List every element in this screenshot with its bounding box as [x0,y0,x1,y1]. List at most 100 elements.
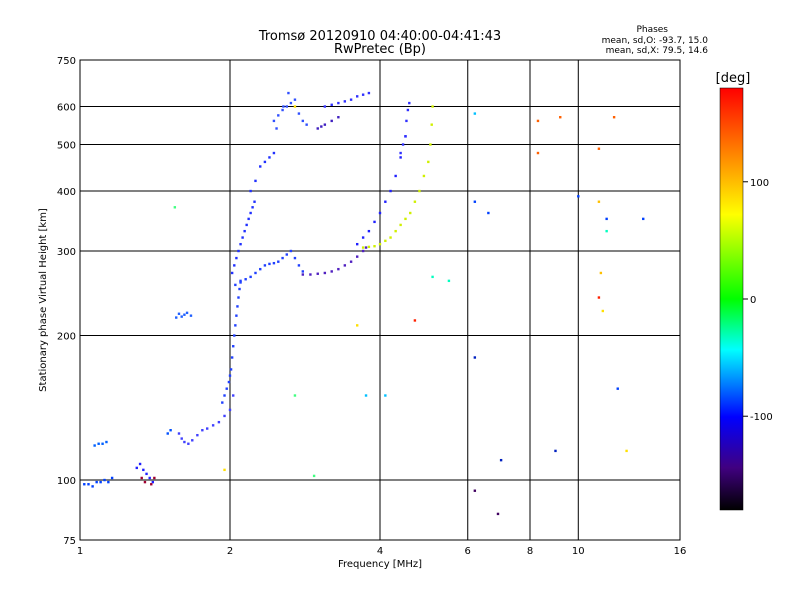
data-point [605,229,608,233]
data-point [577,195,580,198]
data-point [330,270,333,273]
data-point [378,211,382,215]
data-point [413,319,417,322]
data-point [275,127,278,130]
data-point [447,279,451,283]
data-point [367,245,371,249]
data-point [166,432,169,435]
stats-heading: Phases [636,25,668,35]
x-tick-label: 10 [572,546,585,557]
colorbar-ticks: 100 0 -100 [743,178,773,423]
data-point [244,278,247,281]
data-point [408,101,411,105]
data-point [301,119,305,123]
data-point [99,480,102,484]
data-point [245,223,248,227]
data-point [293,105,297,108]
data-point [272,261,276,265]
y-tick-label: 500 [57,141,76,152]
data-point [175,316,178,319]
data-point [330,103,333,106]
data-point [235,256,238,260]
data-point [364,246,368,249]
data-point [272,151,276,155]
data-point [229,368,233,371]
data-point [431,275,434,279]
data-point [394,229,397,233]
data-point [237,249,240,253]
data-point [473,489,477,492]
data-point [177,432,181,435]
data-point [349,260,353,263]
data-point [559,116,562,119]
data-point [110,476,114,480]
data-point [305,123,308,126]
data-point [249,275,252,279]
data-point [254,179,257,183]
data-point [287,91,290,95]
data-point [364,394,368,397]
data-point [268,156,271,159]
x-tick-label: 4 [377,546,383,557]
chart-subtitle: RwPretec (Bp) [334,42,426,57]
data-point [150,483,153,486]
data-point [384,239,387,243]
data-point [597,147,601,150]
data-point [180,437,183,440]
data-point [373,220,376,224]
data-point [263,264,267,267]
data-point [230,271,234,275]
data-point [259,165,262,168]
data-point [430,123,433,126]
data-point [93,444,96,447]
data-point [642,217,645,221]
data-point [217,420,221,424]
data-point [138,462,142,466]
data-point [153,476,156,480]
data-point [185,311,189,315]
data-point [487,211,490,215]
y-tick-label: 75 [63,536,76,547]
x-axis-label: Frequency [MHz] [338,559,422,570]
data-point [389,189,392,193]
data-point [289,249,293,253]
data-point [243,229,246,233]
colorbar-tick-label: 100 [750,178,769,189]
data-point [384,394,387,397]
data-point [367,91,371,95]
y-tick-label: 100 [57,476,76,487]
y-axis-label: Stationary phase Virtual Height [km] [38,208,49,392]
data-point [473,356,477,359]
data-point [201,429,204,432]
data-point [180,315,183,318]
data-point [301,273,305,276]
data-point [337,116,340,119]
data-point [233,334,236,337]
data-point [355,242,359,246]
data-point [97,442,100,445]
data-point [355,95,359,98]
data-point [140,476,143,480]
data-point [361,236,365,239]
data-point [187,442,190,445]
data-point [249,211,252,215]
data-point [281,108,284,112]
data-point [239,279,242,283]
data-point [349,98,353,101]
data-point [422,174,426,178]
data-point [169,429,172,432]
data-point [323,123,327,126]
data-point [196,433,199,437]
data-point [373,245,376,248]
data-point [135,466,138,470]
data-point [236,305,239,308]
data-point [234,283,237,287]
data-point [228,374,232,377]
data-point [277,260,280,263]
data-point [297,264,301,267]
data-point [599,271,603,275]
data-point [389,236,392,239]
data-point [235,314,238,317]
data-point [431,105,434,108]
data-point [143,480,147,484]
